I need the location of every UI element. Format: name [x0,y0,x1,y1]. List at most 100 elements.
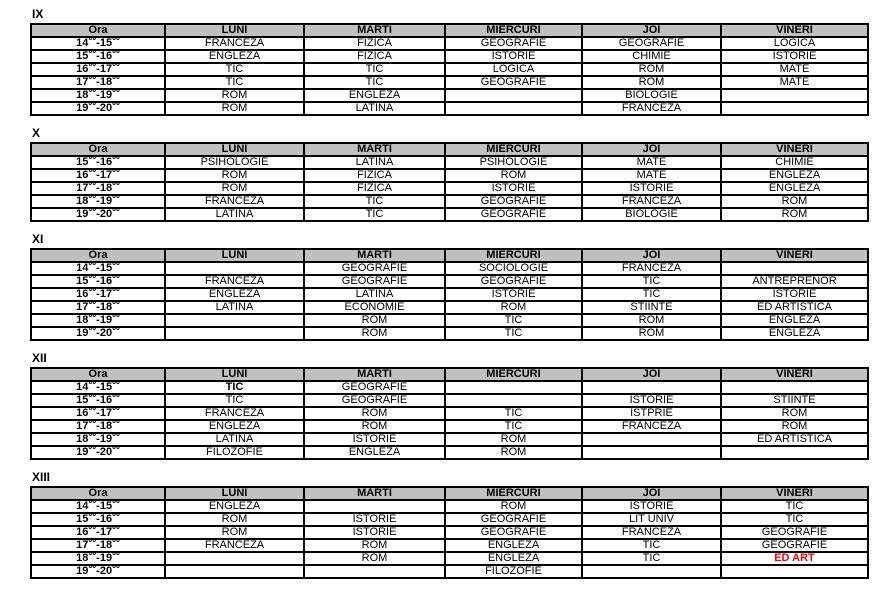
subject-cell: FIZICA [303,181,446,196]
subject-cell: FIZICA [303,36,446,51]
column-header-ora: Ora [30,486,166,501]
subject-cell: GEOGRAFIE [444,75,583,90]
subject-cell: FRANCEZA [164,406,305,421]
table-row: 1600-1700 ROM ISTORIE GEOGRAFIE FRANCEZA GEOG… [30,525,869,540]
subject-cell: ISTORIE [720,287,869,302]
header-row: Ora LUNI MARTI MIERCURI JOI VINERI [30,367,869,382]
subject-cell: ROM [720,406,869,421]
subject-cell: ISTORIE [444,181,583,196]
subject-cell: GEOGRAFIE [444,512,583,527]
subject-cell: ED ARTISTICA [720,300,869,315]
column-header-luni: LUNI [164,486,305,501]
subject-cell: FRANCEZA [581,525,722,540]
subject-cell: LOGICA [720,36,869,51]
time-cell: 1600-1700 [30,168,166,183]
time-cell: 1800-1900 [30,551,166,566]
subject-cell [581,445,722,460]
column-header-ora: Ora [30,23,166,38]
subject-cell: ROM [164,88,305,103]
subject-cell: ISTPRIE [581,406,722,421]
subject-cell [444,380,583,395]
column-header-joi: JOI [581,142,722,157]
table-row: 1700-1800 TIC TIC GEOGRAFIE ROM MATE [30,75,869,90]
subject-cell: GEOGRAFIE [720,525,869,540]
subject-cell: ANTREPRENOR [720,274,869,289]
time-cell: 1900-2000 [30,326,166,341]
time-cell: 1400-1500 [30,261,166,276]
time-cell: 1800-1900 [30,88,166,103]
timetable-block-XIII: XIII Ora LUNI MARTI MIERCURI JOI VINERI 1400-15… [30,471,877,579]
table-row: 1600-1700 FRANCEZA ROM TIC ISTPRIE ROM [30,406,869,421]
time-cell: 1900-2000 [30,207,166,222]
column-header-marti: MARTI [303,486,446,501]
column-header-miercuri: MIERCURI [444,248,583,263]
subject-cell: ISTORIE [444,49,583,64]
header-row: Ora LUNI MARTI MIERCURI JOI VINERI [30,142,869,157]
time-cell: 1500-1600 [30,155,166,170]
table-row: 1900-2000 FILOZOFIE ENGLEZA ROM [30,445,869,460]
subject-cell: LATINA [164,432,305,447]
column-header-luni: LUNI [164,367,305,382]
time-cell: 1400-1500 [30,36,166,51]
header-row: Ora LUNI MARTI MIERCURI JOI VINERI [30,248,869,263]
subject-cell: STIINTE [720,393,869,408]
subject-cell: ENGLEZA [444,551,583,566]
column-header-miercuri: MIERCURI [444,142,583,157]
subject-cell [720,88,869,103]
table-row: 1900-2000 ROM LATINA FRANCEZA [30,101,869,116]
subject-cell: MATE [720,62,869,77]
subject-cell: ENGLEZA [164,49,305,64]
subject-cell: GEOGRAFIE [444,525,583,540]
subject-cell: ENGLEZA [444,538,583,553]
subject-cell: FIZICA [303,49,446,64]
column-header-joi: JOI [581,367,722,382]
time-cell: 1900-2000 [30,445,166,460]
subject-cell: GEOGRAFIE [444,207,583,222]
subject-cell [720,101,869,116]
header-row: Ora LUNI MARTI MIERCURI JOI VINERI [30,486,869,501]
subject-cell: TIC [720,499,869,514]
subject-cell: TIC [444,419,583,434]
time-cell: 1800-1900 [30,194,166,209]
subject-cell [581,380,722,395]
column-header-marti: MARTI [303,367,446,382]
table-row: 1400-1500 FRANCEZA FIZICA GEOGRAFIE GEOGRAFI… [30,36,869,51]
subject-cell: LATINA [303,287,446,302]
subject-cell: TIC [303,194,446,209]
subject-cell: GEOGRAFIE [303,261,446,276]
subject-cell: TIC [164,380,305,395]
subject-cell [164,564,305,579]
timetable-XI: Ora LUNI MARTI MIERCURI JOI VINERI 1400-1500 GE… [30,248,869,341]
subject-cell: LIT UNIV [581,512,722,527]
column-header-miercuri: MIERCURI [444,486,583,501]
subject-cell: ROM [444,168,583,183]
column-header-marti: MARTI [303,23,446,38]
column-header-luni: LUNI [164,23,305,38]
subject-cell: TIC [720,512,869,527]
subject-cell: STIINTE [581,300,722,315]
table-row: 1800-1900 FRANCEZA TIC GEOGRAFIE FRANCEZA ROM [30,194,869,209]
class-label-XIII: XIII [32,470,51,484]
table-row: 1600-1700 TIC TIC LOGICA ROM MATE [30,62,869,77]
subject-cell: ENGLEZA [164,419,305,434]
subject-cell: TIC [581,287,722,302]
table-row: 1800-1900 ROM ENGLEZA TIC ED ART [30,551,869,566]
subject-cell: ROM [303,538,446,553]
time-cell: 1800-1900 [30,313,166,328]
column-header-joi: JOI [581,486,722,501]
subject-cell: TIC [581,274,722,289]
column-header-vineri: VINERI [720,248,869,263]
table-row: 1500-1600 ENGLEZA FIZICA ISTORIE CHIMIE ISTOR… [30,49,869,64]
subject-cell: TIC [164,62,305,77]
subject-cell: ROM [444,499,583,514]
table-row: 1600-1700 ENGLEZA LATINA ISTORIE TIC ISTORIE [30,287,869,302]
subject-cell: ISTORIE [303,432,446,447]
column-header-ora: Ora [30,367,166,382]
subject-cell: ENGLEZA [303,88,446,103]
subject-cell [720,380,869,395]
subject-cell: ISTORIE [444,287,583,302]
column-header-joi: JOI [581,248,722,263]
subject-cell: ISTORIE [720,49,869,64]
time-cell: 1700-1800 [30,538,166,553]
